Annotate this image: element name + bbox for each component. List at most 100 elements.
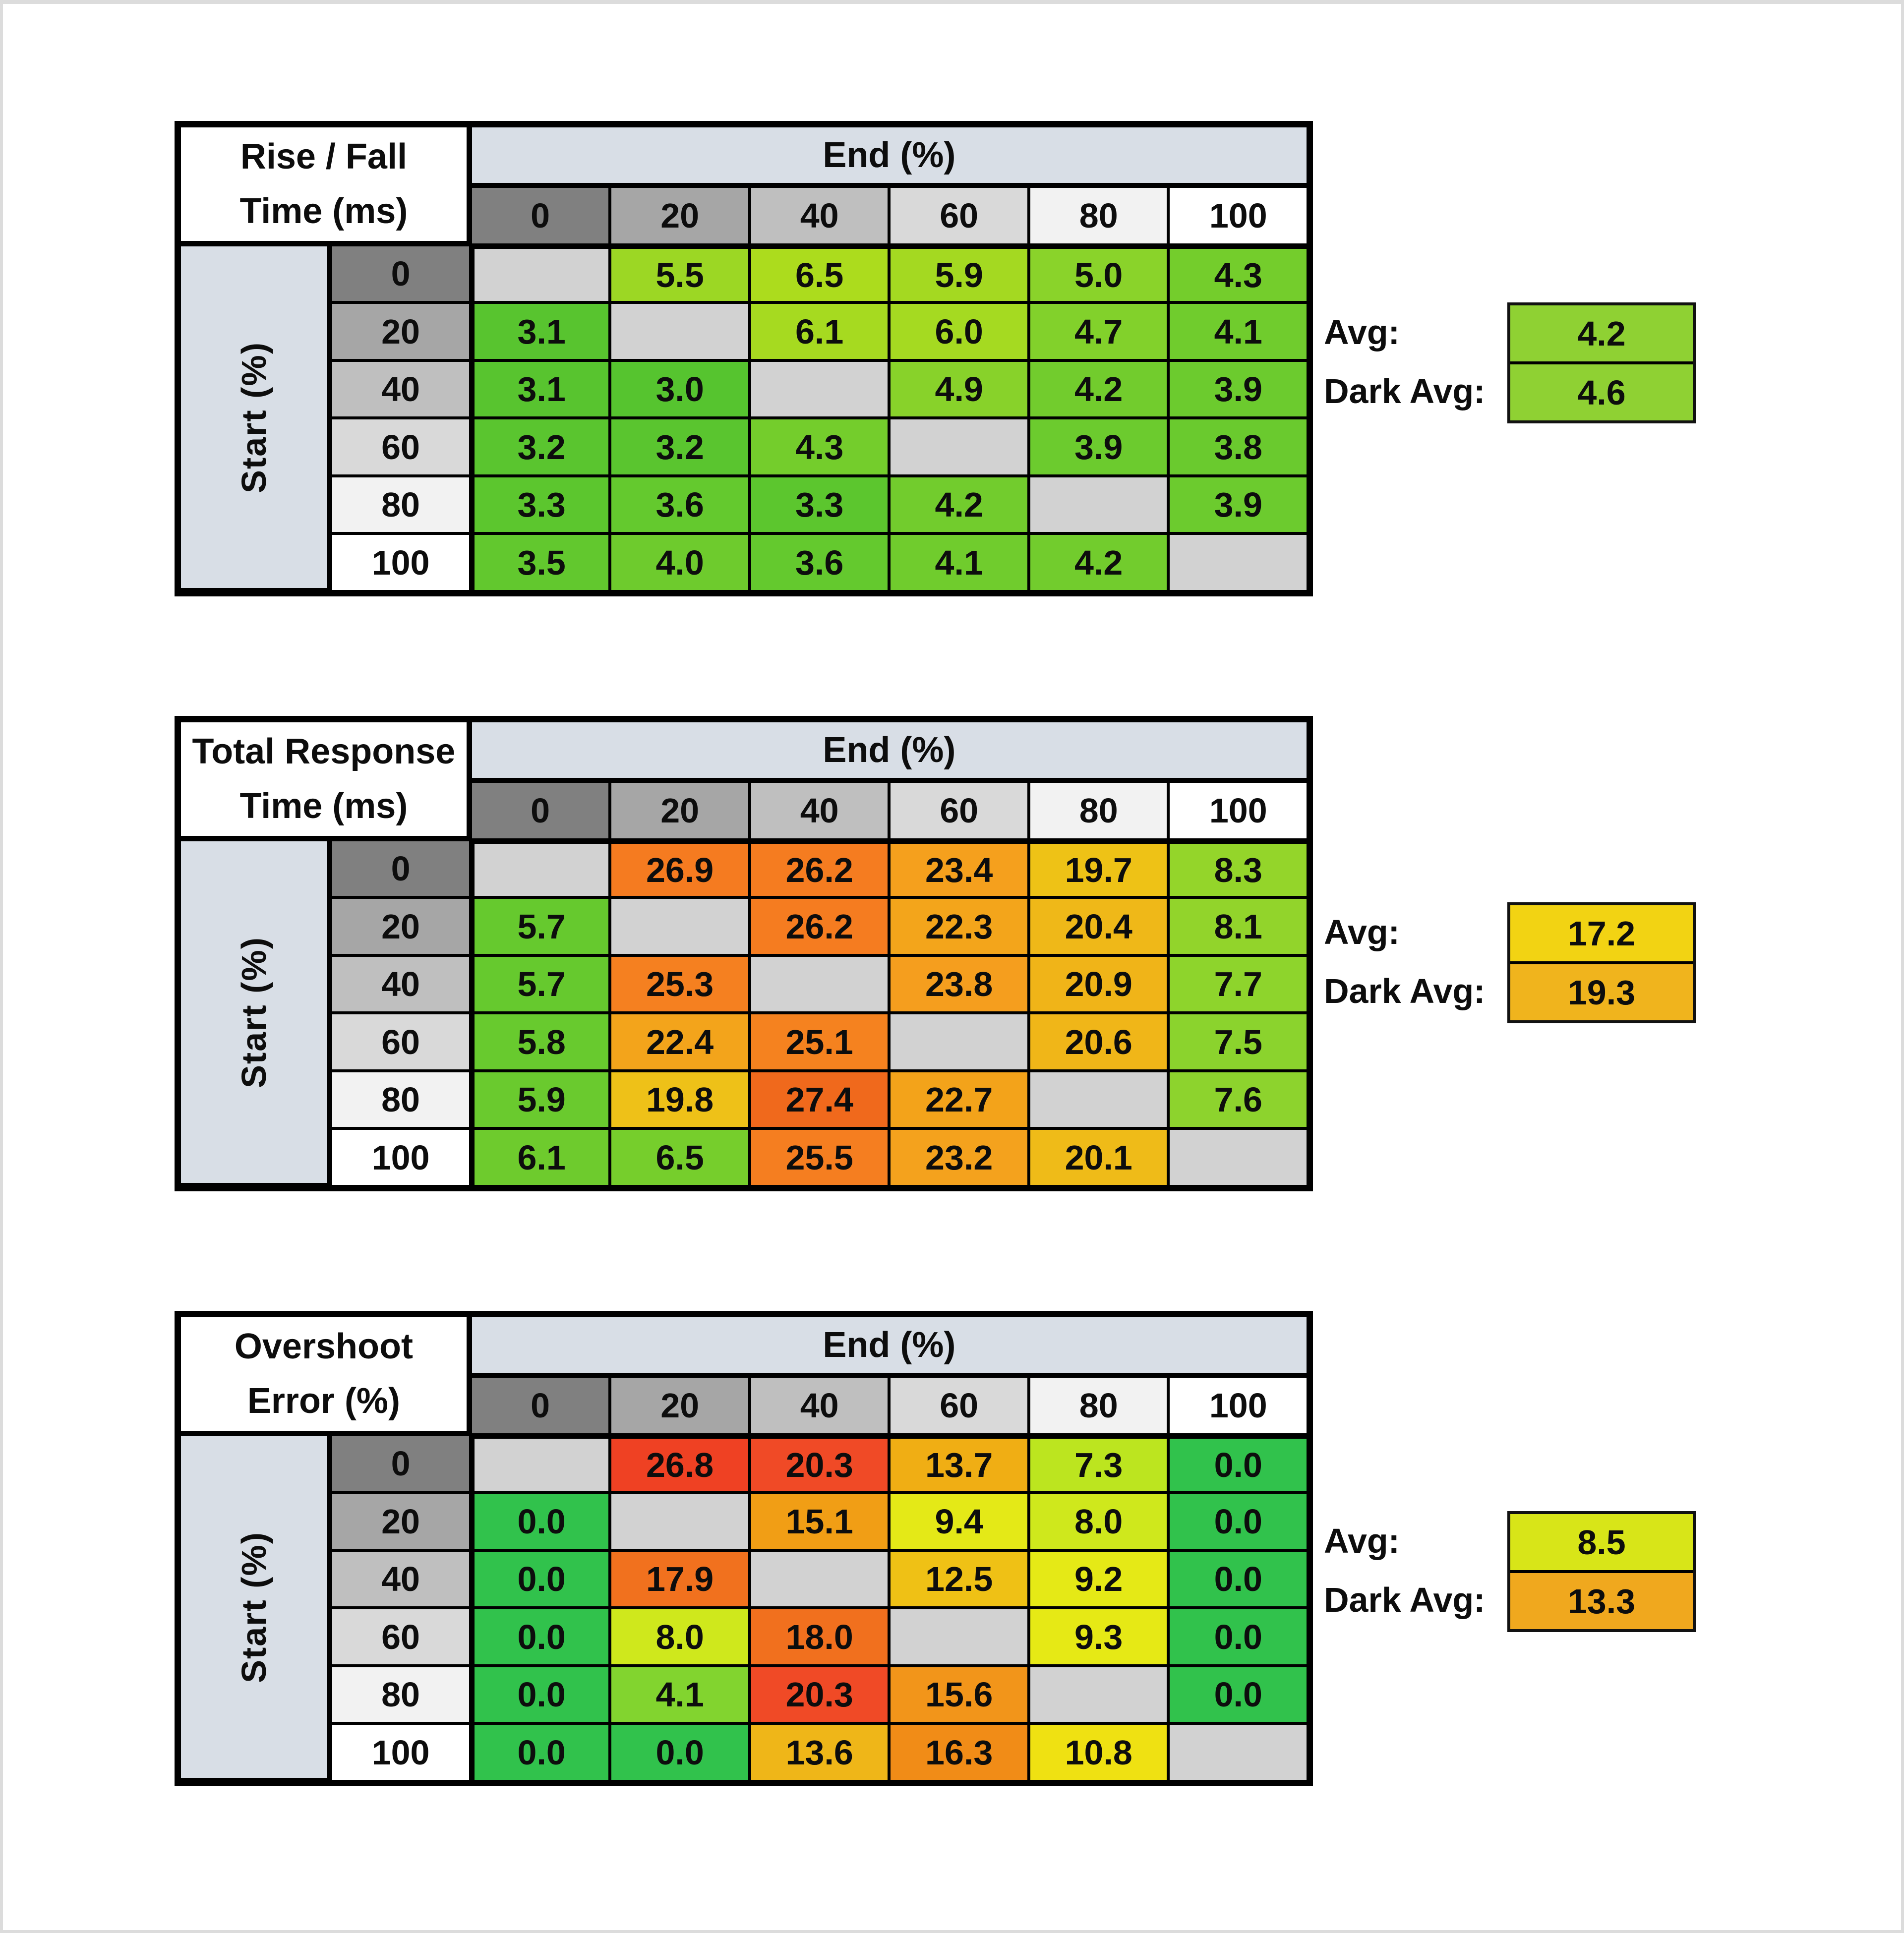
heatmap-cell: 19.7 (1030, 841, 1167, 896)
heatmap-diagonal-cell (611, 1494, 748, 1549)
heatmap-cell: 4.1 (611, 1667, 748, 1722)
heatmap-diagonal-cell (1030, 1072, 1167, 1127)
heatmap-cell: 4.7 (1030, 304, 1167, 359)
heatmap-cell: 6.1 (751, 304, 888, 359)
heatmap-cell: 5.9 (891, 246, 1027, 301)
table-title-line2: Time (ms) (239, 786, 408, 826)
row-header: 80 (332, 1072, 469, 1127)
heatmap-cell: 4.0 (611, 535, 748, 590)
heatmap-cell: 25.5 (751, 1130, 888, 1185)
heatmap-diagonal-cell (472, 1436, 609, 1491)
heatmap-cell: 20.1 (1030, 1130, 1167, 1185)
col-header: 20 (611, 188, 748, 243)
row-header: 40 (332, 956, 469, 1012)
start-axis-label: Start (%) (181, 246, 330, 590)
avg-value-box: 17.2 19.3 (1507, 902, 1696, 1023)
heatmap-cell: 4.3 (751, 419, 888, 474)
col-header: 0 (472, 783, 609, 838)
col-header: 60 (891, 783, 1027, 838)
heatmap-cell: 8.0 (611, 1609, 748, 1664)
heatmap-cell: 3.9 (1170, 361, 1307, 417)
heatmap-cell: 3.9 (1170, 477, 1307, 532)
row-header: 100 (332, 1130, 469, 1185)
col-header: 0 (472, 1378, 609, 1433)
col-header: 40 (751, 783, 888, 838)
avg-label: Avg: (1324, 1521, 1400, 1560)
heatmap-cell: 7.5 (1170, 1014, 1307, 1069)
heatmap-cell: 3.5 (472, 535, 609, 590)
heatmap-cell: 23.2 (891, 1130, 1027, 1185)
end-axis-label: End (%) (472, 1317, 1307, 1375)
avg-value-box: 4.2 4.6 (1507, 302, 1696, 423)
heatmap-table: Rise / Fall Time (ms) End (%) 0 20 40 60 80 100 S… (175, 121, 1313, 596)
heatmap-cell: 26.9 (611, 841, 748, 896)
heatmap-cell: 4.1 (891, 535, 1027, 590)
heatmap-cell: 3.2 (611, 419, 748, 474)
col-header: 80 (1030, 783, 1167, 838)
table-title-line1: Total Response (192, 732, 456, 772)
heatmap-cell: 22.7 (891, 1072, 1027, 1127)
heatmap-cell: 4.2 (1030, 361, 1167, 417)
avg-value: 4.2 (1510, 305, 1693, 361)
heatmap-cell: 26.2 (751, 899, 888, 954)
row-header: 0 (332, 841, 469, 896)
col-header: 40 (751, 188, 888, 243)
heatmap-cell: 26.8 (611, 1436, 748, 1491)
heatmap-cell: 5.0 (1030, 246, 1167, 301)
heatmap-cell: 0.0 (611, 1725, 748, 1780)
row-header: 40 (332, 1551, 469, 1607)
heatmap-cell: 27.4 (751, 1072, 888, 1127)
heatmap-cell: 4.1 (1170, 304, 1307, 359)
table-title-line1: Rise / Fall (240, 137, 407, 177)
heatmap-cell: 20.3 (751, 1667, 888, 1722)
heatmap-cell: 3.1 (472, 304, 609, 359)
row-header: 100 (332, 535, 469, 590)
heatmap-cell: 3.0 (611, 361, 748, 417)
row-header: 0 (332, 246, 469, 301)
end-axis-label: End (%) (472, 722, 1307, 780)
col-header: 20 (611, 783, 748, 838)
heatmap-cell: 20.6 (1030, 1014, 1167, 1069)
col-header: 40 (751, 1378, 888, 1433)
heatmap-cell: 26.2 (751, 841, 888, 896)
heatmap-diagonal-cell (891, 1609, 1027, 1664)
heatmap-cell: 0.0 (1170, 1494, 1307, 1549)
heatmap-cell: 9.4 (891, 1494, 1027, 1549)
heatmap-cell: 23.4 (891, 841, 1027, 896)
heatmap-cell: 13.6 (751, 1725, 888, 1780)
start-axis-label-text: Start (%) (235, 341, 274, 493)
avg-label: Avg: (1324, 912, 1400, 951)
heatmap-diagonal-cell (1170, 1725, 1307, 1780)
heatmap-cell: 6.0 (891, 304, 1027, 359)
heatmap-cell: 15.1 (751, 1494, 888, 1549)
heatmap-cell: 20.9 (1030, 956, 1167, 1012)
heatmap-cell: 3.6 (751, 535, 888, 590)
heatmap-cell: 0.0 (472, 1667, 609, 1722)
avg-value-box: 8.5 13.3 (1507, 1511, 1696, 1632)
heatmap-cell: 9.3 (1030, 1609, 1167, 1664)
row-header: 0 (332, 1436, 469, 1491)
heatmap-cell: 3.2 (472, 419, 609, 474)
heatmap-cell: 5.5 (611, 246, 748, 301)
col-header: 80 (1030, 188, 1167, 243)
heatmap-cell: 0.0 (1170, 1551, 1307, 1607)
heatmap-diagonal-cell (472, 841, 609, 896)
heatmap-cell: 8.1 (1170, 899, 1307, 954)
heatmap-diagonal-cell (1170, 535, 1307, 590)
row-header: 60 (332, 1609, 469, 1664)
col-header: 60 (891, 1378, 1027, 1433)
dark-avg-value: 4.6 (1510, 364, 1693, 420)
heatmap-cell: 3.1 (472, 361, 609, 417)
row-header: 40 (332, 361, 469, 417)
heatmap-cell: 7.7 (1170, 956, 1307, 1012)
col-header: 60 (891, 188, 1027, 243)
heatmap-cell: 18.0 (751, 1609, 888, 1664)
table-title-line1: Overshoot (234, 1327, 413, 1367)
avg-label: Avg: (1324, 312, 1400, 351)
heatmap-cell: 0.0 (1170, 1436, 1307, 1491)
table-title: Overshoot Error (%) (181, 1317, 469, 1433)
dark-avg-label: Dark Avg: (1324, 1580, 1486, 1619)
heatmap-cell: 3.9 (1030, 419, 1167, 474)
heatmap-diagonal-cell (1170, 1130, 1307, 1185)
heatmap-cell: 16.3 (891, 1725, 1027, 1780)
